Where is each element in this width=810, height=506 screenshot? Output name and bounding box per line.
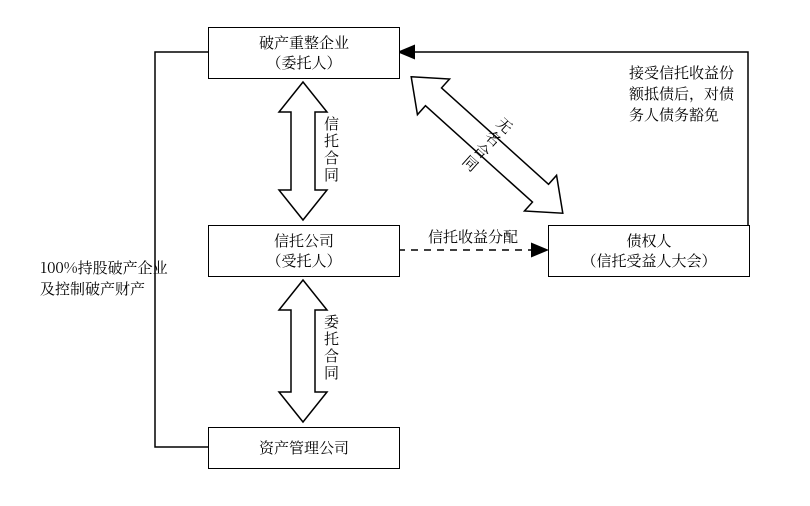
node-creditors: 债权人 （信托受益人大会） bbox=[548, 225, 750, 277]
note-right-l1: 接受信托收益份 bbox=[629, 62, 734, 83]
label-entrust-contract: 委托合同 bbox=[321, 314, 342, 382]
note-right-l3: 务人债务豁免 bbox=[629, 104, 734, 125]
label-unnamed-contract: 无名合同 bbox=[456, 113, 517, 178]
note-right: 接受信托收益份 额抵债后，对债 务人债务豁免 bbox=[629, 62, 734, 125]
label-trust-income-dist: 信托收益分配 bbox=[428, 226, 518, 247]
line-n3-n1-left bbox=[155, 52, 208, 447]
node-n4-line2: （信托受益人大会） bbox=[581, 251, 716, 271]
double-arrow-n1-n2 bbox=[279, 82, 327, 220]
label-trust-contract: 信托合同 bbox=[321, 116, 342, 184]
node-n1-line2: （委托人） bbox=[266, 53, 341, 73]
note-left-l1: 100%持股破产企业 bbox=[40, 257, 168, 278]
note-left-l2: 及控制破产财产 bbox=[40, 278, 168, 299]
node-bankrupt-enterprise: 破产重整企业 （委托人） bbox=[208, 27, 400, 79]
node-n1-line1: 破产重整企业 bbox=[259, 33, 349, 53]
node-n4-line1: 债权人 bbox=[626, 231, 671, 251]
note-left: 100%持股破产企业 及控制破产财产 bbox=[40, 257, 168, 299]
note-right-l2: 额抵债后，对债 bbox=[629, 83, 734, 104]
node-n2-line2: （受托人） bbox=[266, 251, 341, 271]
double-arrow-n2-n3 bbox=[279, 280, 327, 422]
node-asset-mgmt: 资产管理公司 bbox=[208, 427, 400, 469]
node-n3-line1: 资产管理公司 bbox=[259, 438, 349, 458]
node-n2-line1: 信托公司 bbox=[274, 231, 334, 251]
node-trust-company: 信托公司 （受托人） bbox=[208, 225, 400, 277]
